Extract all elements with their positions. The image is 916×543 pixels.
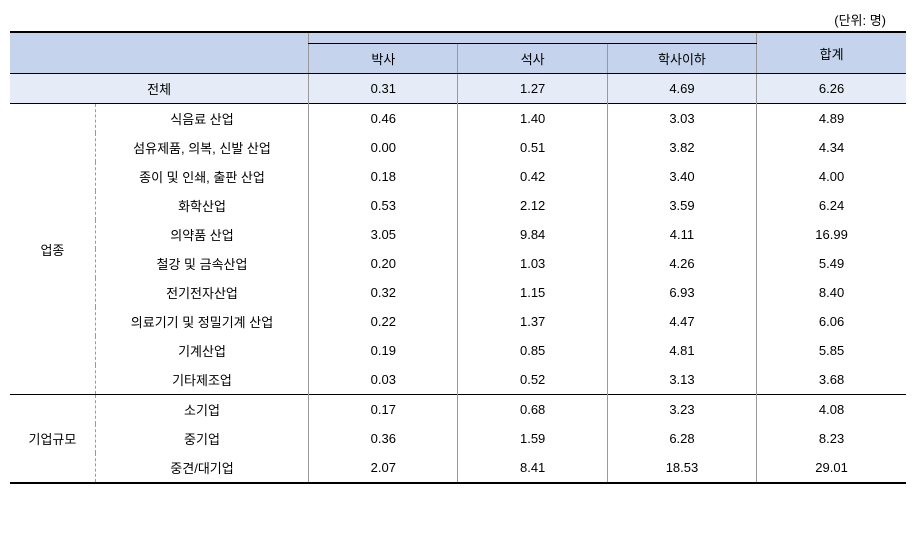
cell-col2: 0.52 — [458, 365, 607, 395]
table-row: 중기업0.361.596.288.23 — [10, 424, 906, 453]
table-row: 전기전자산업0.321.156.938.40 — [10, 278, 906, 307]
row-label: 중견/대기업 — [95, 453, 308, 483]
row-label: 종이 및 인쇄, 출판 산업 — [95, 162, 308, 191]
row-label: 의료기기 및 정밀기계 산업 — [95, 307, 308, 336]
cell-col1: 0.53 — [309, 191, 458, 220]
table-row: 화학산업0.532.123.596.24 — [10, 191, 906, 220]
cell-col2: 0.68 — [458, 395, 607, 425]
cell-col1: 0.00 — [309, 133, 458, 162]
cell-col2: 1.03 — [458, 249, 607, 278]
row-label: 철강 및 금속산업 — [95, 249, 308, 278]
cell-col1: 0.18 — [309, 162, 458, 191]
cell-col2: 1.40 — [458, 104, 607, 134]
cell-col1: 0.32 — [309, 278, 458, 307]
cell-total: 8.23 — [757, 424, 906, 453]
cell-col3: 3.40 — [607, 162, 756, 191]
cell-col2: 1.59 — [458, 424, 607, 453]
cell-col3: 6.28 — [607, 424, 756, 453]
total-col3: 4.69 — [607, 74, 756, 104]
row-label: 섬유제품, 의복, 신발 산업 — [95, 133, 308, 162]
unit-label: (단위: 명) — [10, 10, 906, 29]
cell-col1: 0.36 — [309, 424, 458, 453]
row-label: 기계산업 — [95, 336, 308, 365]
table-row: 기타제조업0.030.523.133.68 — [10, 365, 906, 395]
cell-col2: 8.41 — [458, 453, 607, 483]
row-label: 화학산업 — [95, 191, 308, 220]
cell-col1: 0.17 — [309, 395, 458, 425]
cell-col3: 3.23 — [607, 395, 756, 425]
cell-total: 5.85 — [757, 336, 906, 365]
cell-col1: 0.22 — [309, 307, 458, 336]
cell-col1: 0.03 — [309, 365, 458, 395]
cell-col3: 3.03 — [607, 104, 756, 134]
cell-total: 8.40 — [757, 278, 906, 307]
table-row: 종이 및 인쇄, 출판 산업0.180.423.404.00 — [10, 162, 906, 191]
row-label: 식음료 산업 — [95, 104, 308, 134]
total-label: 전체 — [10, 74, 309, 104]
table-row: 기계산업0.190.854.815.85 — [10, 336, 906, 365]
cell-col3: 4.81 — [607, 336, 756, 365]
table-row: 중견/대기업2.078.4118.5329.01 — [10, 453, 906, 483]
cell-col3: 3.82 — [607, 133, 756, 162]
cell-col2: 9.84 — [458, 220, 607, 249]
cell-col3: 4.11 — [607, 220, 756, 249]
cell-col2: 1.15 — [458, 278, 607, 307]
table-row: 철강 및 금속산업0.201.034.265.49 — [10, 249, 906, 278]
cell-col2: 0.42 — [458, 162, 607, 191]
cell-col2: 2.12 — [458, 191, 607, 220]
row-label: 전기전자산업 — [95, 278, 308, 307]
header-col3: 학사이하 — [607, 44, 756, 74]
cell-total: 4.34 — [757, 133, 906, 162]
cell-col1: 2.07 — [309, 453, 458, 483]
row-label: 기타제조업 — [95, 365, 308, 395]
header-total: 합계 — [757, 32, 906, 74]
row-label: 중기업 — [95, 424, 308, 453]
cell-total: 4.00 — [757, 162, 906, 191]
cell-total: 6.24 — [757, 191, 906, 220]
total-col1: 0.31 — [309, 74, 458, 104]
cell-col3: 4.26 — [607, 249, 756, 278]
cell-total: 4.08 — [757, 395, 906, 425]
cell-col3: 18.53 — [607, 453, 756, 483]
cell-col3: 3.13 — [607, 365, 756, 395]
total-col2: 1.27 — [458, 74, 607, 104]
cell-total: 16.99 — [757, 220, 906, 249]
group-label: 업종 — [10, 104, 95, 395]
total-row: 전체0.311.274.696.26 — [10, 74, 906, 104]
row-label: 의약품 산업 — [95, 220, 308, 249]
cell-total: 6.06 — [757, 307, 906, 336]
cell-col3: 4.47 — [607, 307, 756, 336]
cell-col2: 0.51 — [458, 133, 607, 162]
table-row: 섬유제품, 의복, 신발 산업0.000.513.824.34 — [10, 133, 906, 162]
header-blank — [10, 32, 309, 74]
table-row: 업종식음료 산업0.461.403.034.89 — [10, 104, 906, 134]
cell-col3: 6.93 — [607, 278, 756, 307]
cell-col1: 0.19 — [309, 336, 458, 365]
cell-col1: 0.20 — [309, 249, 458, 278]
group-label: 기업규모 — [10, 395, 95, 484]
table-row: 의약품 산업3.059.844.1116.99 — [10, 220, 906, 249]
cell-total: 29.01 — [757, 453, 906, 483]
cell-total: 3.68 — [757, 365, 906, 395]
header-row-1: 합계 — [10, 32, 906, 44]
cell-col3: 3.59 — [607, 191, 756, 220]
header-col2: 석사 — [458, 44, 607, 74]
cell-col2: 1.37 — [458, 307, 607, 336]
cell-col2: 0.85 — [458, 336, 607, 365]
data-table: 합계 박사 석사 학사이하 전체0.311.274.696.26업종식음료 산업… — [10, 31, 906, 484]
cell-total: 5.49 — [757, 249, 906, 278]
cell-col1: 0.46 — [309, 104, 458, 134]
total-sum: 6.26 — [757, 74, 906, 104]
table-row: 기업규모소기업0.170.683.234.08 — [10, 395, 906, 425]
row-label: 소기업 — [95, 395, 308, 425]
header-col1: 박사 — [309, 44, 458, 74]
header-spanner — [309, 32, 757, 44]
table-row: 의료기기 및 정밀기계 산업0.221.374.476.06 — [10, 307, 906, 336]
cell-col1: 3.05 — [309, 220, 458, 249]
cell-total: 4.89 — [757, 104, 906, 134]
